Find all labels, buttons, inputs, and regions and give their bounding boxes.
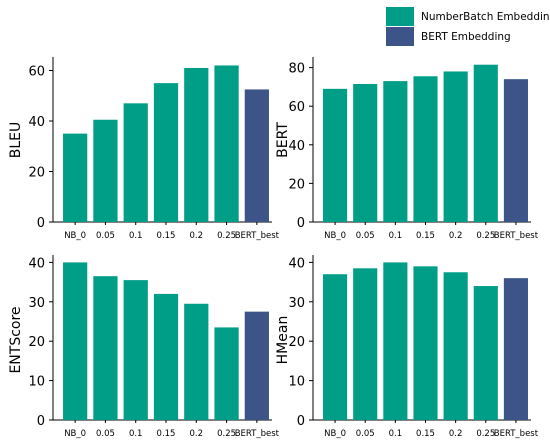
bleu-bar: [123, 103, 148, 222]
bleu-y-tick-label: 0: [37, 216, 45, 231]
entscore-y-tick-label: 10: [28, 375, 45, 390]
bert-x-tick-label: 0.15: [416, 231, 435, 241]
bert-bar: [503, 79, 528, 223]
entscore-bar: [63, 262, 88, 420]
entscore-y-tick-label: 0: [37, 414, 45, 429]
entscore-x-tick-label: BERT_best: [235, 429, 280, 439]
bert-x-tick-label: 0.25: [476, 231, 495, 241]
legend-swatch-bert: [386, 27, 414, 46]
hmean-bar: [473, 286, 498, 420]
bert-x-tick-label: NB_0: [324, 231, 346, 241]
entscore-y-tick-label: 40: [28, 256, 45, 271]
hmean-bar: [323, 274, 348, 420]
hmean-y-tick-label: 10: [288, 375, 305, 390]
bleu-x-tick-label: 0.2: [190, 231, 204, 241]
bleu-bar: [63, 133, 88, 222]
hmean-y-tick-label: 20: [288, 335, 305, 350]
bleu-y-tick-label: 20: [28, 166, 45, 181]
entscore-x-tick-label: 0.05: [96, 429, 115, 439]
bert-x-tick-label: BERT_best: [494, 231, 539, 241]
bert-x-tick-label: 0.1: [389, 231, 403, 241]
bert-y-tick-label: 60: [288, 100, 305, 115]
entscore-bar: [153, 293, 179, 420]
hmean-x-tick-label: 0.15: [416, 429, 435, 439]
bert-bar: [353, 84, 378, 222]
entscore-x-tick-label: 0.1: [129, 429, 143, 439]
hmean-x-tick-label: BERT_best: [494, 429, 539, 439]
legend: NumberBatch Embedding BERT Embedding: [386, 7, 550, 46]
bert-x-tick-label: 0.05: [356, 231, 375, 241]
legend-label-numberbatch: NumberBatch Embedding: [421, 11, 550, 23]
entscore-bar: [93, 276, 118, 420]
entscore-x-tick-label: 0.25: [217, 429, 236, 439]
hmean-x-tick-label: 0.1: [389, 429, 403, 439]
bert-y-tick-label: 80: [288, 62, 305, 77]
hmean-y-axis-title: HMean: [275, 316, 291, 365]
entscore-bar: [214, 327, 239, 420]
legend-swatch-numberbatch: [386, 7, 414, 26]
bert-y-tick-label: 40: [288, 139, 305, 154]
bert-bar: [443, 71, 468, 223]
entscore-x-tick-label: 0.15: [157, 429, 176, 439]
entscore-y-tick-label: 20: [28, 335, 45, 350]
hmean-x-tick-label: 0.2: [449, 429, 463, 439]
hmean-bar: [443, 272, 468, 420]
bert-x-tick-label: 0.2: [449, 231, 463, 241]
hmean-x-tick-label: 0.25: [476, 429, 495, 439]
bleu-bar: [184, 67, 209, 222]
hmean-bar: [383, 262, 408, 420]
hmean-y-tick-label: 40: [288, 256, 305, 271]
hmean-x-tick-label: 0.05: [356, 429, 375, 439]
bert-y-axis-title: BERT: [275, 122, 291, 158]
hmean-bar: [353, 268, 378, 420]
hmean-y-tick-label: 30: [288, 296, 305, 311]
entscore-bar: [123, 280, 148, 420]
bleu-x-tick-label: BERT_best: [235, 231, 280, 241]
entscore-y-tick-label: 30: [28, 296, 45, 311]
entscore-bar: [184, 303, 209, 420]
entscore-bar: [244, 311, 269, 420]
bleu-x-tick-label: NB_0: [64, 231, 86, 241]
entscore-x-tick-label: NB_0: [64, 429, 86, 439]
bert-bar: [383, 81, 408, 222]
bleu-x-tick-label: 0.1: [129, 231, 143, 241]
entscore-x-tick-label: 0.2: [190, 429, 204, 439]
bert-y-tick-label: 20: [288, 177, 305, 192]
bleu-y-tick-label: 60: [28, 65, 45, 80]
legend-label-bert: BERT Embedding: [421, 31, 511, 43]
bleu-x-tick-label: 0.25: [217, 231, 236, 241]
hmean-bar: [503, 278, 528, 420]
bert-bar: [413, 76, 438, 222]
hmean-y-tick-label: 0: [297, 414, 305, 429]
hmean-x-tick-label: NB_0: [324, 429, 346, 439]
entscore-y-axis-title: ENTScore: [8, 306, 24, 373]
bleu-bar: [93, 119, 118, 222]
hmean-bar: [413, 266, 438, 420]
bleu-bar: [244, 89, 269, 222]
bert-bar: [473, 64, 498, 222]
bleu-y-tick-label: 40: [28, 115, 45, 130]
bleu-bar: [214, 65, 239, 222]
bert-bar: [323, 88, 348, 222]
bleu-y-axis-title: BLEU: [8, 122, 24, 159]
bert-y-tick-label: 0: [297, 216, 305, 231]
bleu-x-tick-label: 0.05: [96, 231, 115, 241]
bleu-bar: [153, 83, 179, 222]
bleu-x-tick-label: 0.15: [157, 231, 176, 241]
